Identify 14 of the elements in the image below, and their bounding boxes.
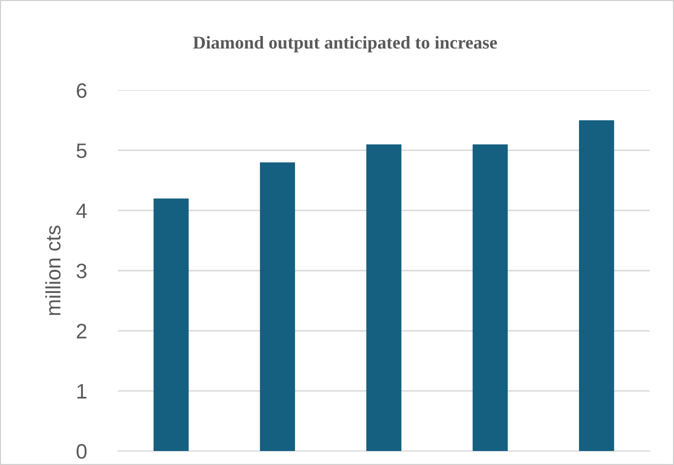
bar xyxy=(579,120,614,452)
bar xyxy=(154,198,189,452)
y-tick-label: 5 xyxy=(76,144,87,158)
chart-title: Diamond output anticipated to increase xyxy=(193,36,497,52)
bar xyxy=(260,162,296,452)
y-tick-label: 6 xyxy=(76,83,86,98)
y-tick-label: 4 xyxy=(76,204,87,218)
y-tick-label: 3 xyxy=(76,264,86,278)
bar xyxy=(472,144,508,452)
y-tick-label: 2 xyxy=(76,324,86,338)
y-tick-label: 1 xyxy=(77,384,86,398)
y-tick-label: 0 xyxy=(76,444,87,459)
y-axis-title: million cts xyxy=(45,226,61,315)
bar xyxy=(366,144,402,452)
